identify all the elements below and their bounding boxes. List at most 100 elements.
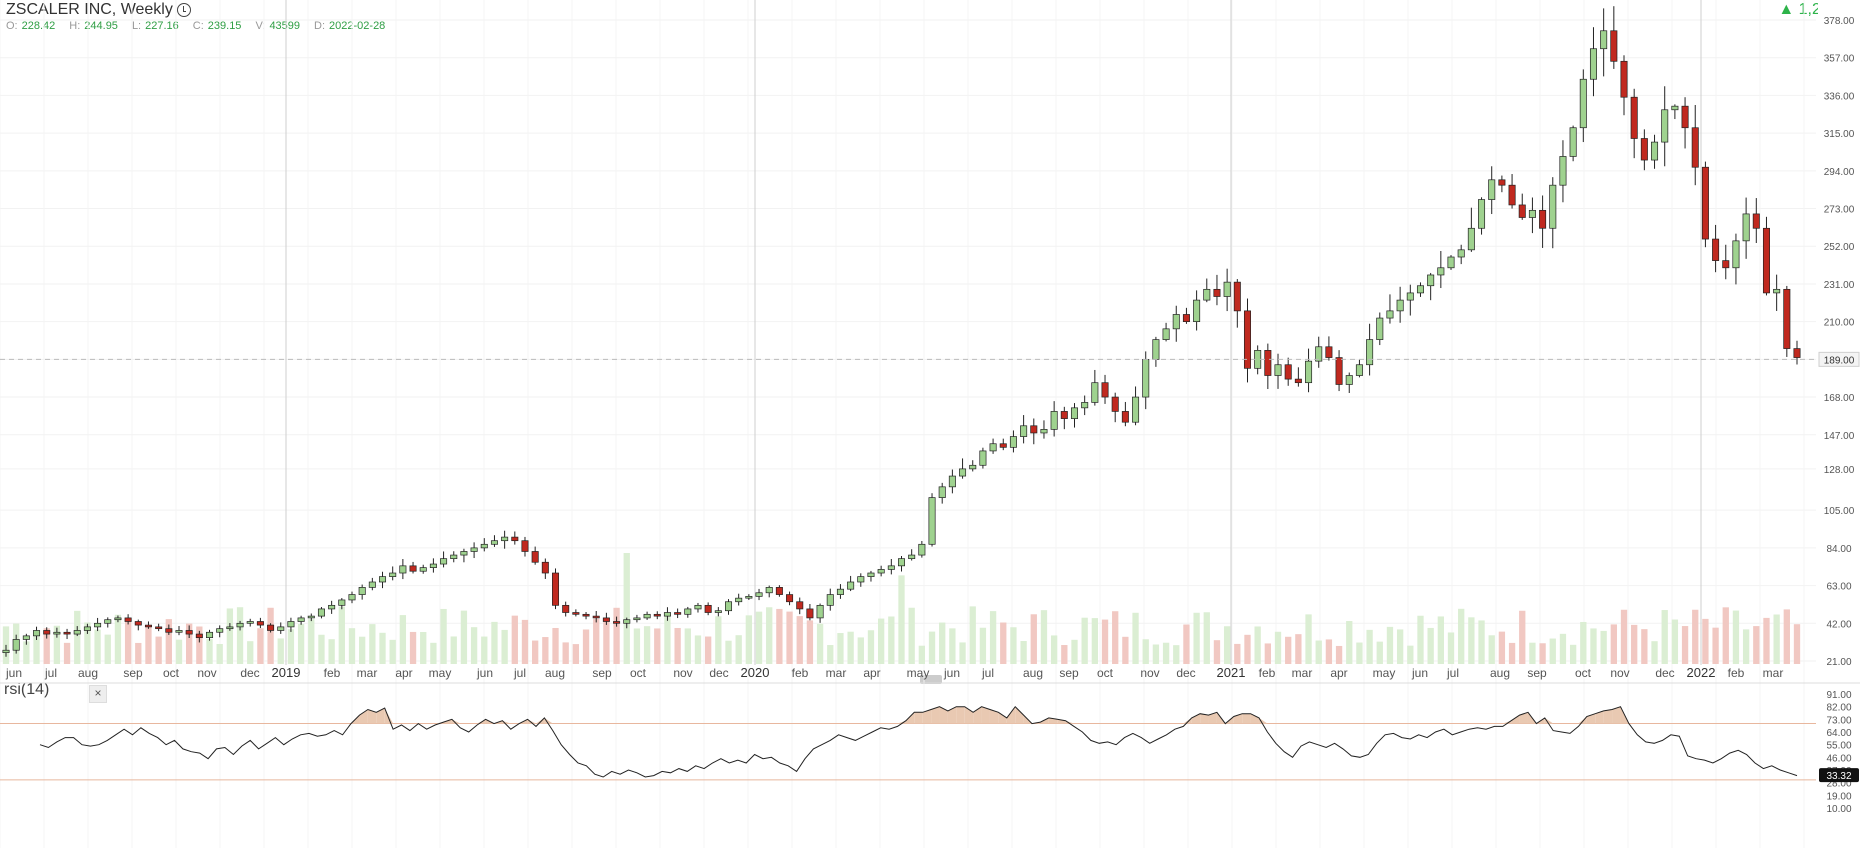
volume-bar <box>74 610 81 664</box>
volume-bar <box>196 626 203 664</box>
x-tick-label: aug <box>545 666 565 680</box>
y-tick-label: 252.00 <box>1824 242 1855 253</box>
volume-bar <box>735 635 742 664</box>
pane-resize-handle[interactable] <box>920 675 942 684</box>
volume-bar <box>1061 645 1068 664</box>
candle <box>379 576 387 583</box>
volume-bar <box>84 622 91 664</box>
volume-bar <box>521 619 529 664</box>
candle <box>623 619 631 624</box>
candle <box>94 622 102 628</box>
x-tick-label: jun <box>5 666 22 680</box>
candle <box>826 594 834 606</box>
x-tick-label: mar <box>826 666 847 680</box>
volume-bar <box>226 608 234 664</box>
candle <box>287 621 295 628</box>
volume-bar <box>1651 641 1658 664</box>
y-tick-label: 42.00 <box>1826 619 1851 630</box>
rsi-overbought-fill <box>914 712 923 724</box>
candle <box>613 621 621 624</box>
candle <box>216 628 224 633</box>
volume-bar <box>1732 610 1740 664</box>
volume-bar <box>654 628 661 664</box>
candle <box>1101 382 1109 398</box>
rsi-y-tick-label: 73.00 <box>1826 715 1851 726</box>
candle <box>1620 60 1628 98</box>
x-tick-label: sep <box>592 666 612 680</box>
volume-bar <box>389 639 396 664</box>
y-tick-label: 168.00 <box>1824 393 1855 404</box>
x-tick-label: dec <box>709 666 728 680</box>
x-tick-label: nov <box>673 666 692 680</box>
volume-bar <box>1478 620 1485 664</box>
volume-bar <box>969 606 976 664</box>
volume-bar <box>124 619 132 664</box>
candle <box>175 630 183 633</box>
y-tick-label: 336.00 <box>1824 91 1855 102</box>
candle <box>1488 179 1496 200</box>
volume-bar <box>1122 636 1129 664</box>
candle <box>1691 127 1699 168</box>
x-tick-label: feb <box>324 666 341 680</box>
volume-bar <box>694 635 702 664</box>
candle <box>531 551 539 563</box>
close-icon[interactable]: × <box>89 685 107 703</box>
y-tick-label: 294.00 <box>1824 167 1855 178</box>
rsi-overbought-fill <box>897 720 906 724</box>
candle <box>918 543 926 556</box>
rsi-overbought-fill <box>1612 706 1621 724</box>
ohlc-readout: O: 228.42 H: 244.95 L: 227.16 C: 239.15 V: 43599 D… <box>6 20 399 32</box>
volume-bar <box>1722 607 1729 664</box>
volume-bar <box>43 628 50 664</box>
x-tick-label: mar <box>357 666 378 680</box>
rsi-overbought-fill <box>477 719 486 724</box>
volume-bar <box>979 627 987 664</box>
x-tick-label: dec <box>240 666 259 680</box>
volume-bar <box>1681 626 1689 664</box>
chart-title[interactable]: ZSCALER INC, Weekly <box>6 1 191 19</box>
candle <box>653 613 661 617</box>
candle <box>1152 339 1160 360</box>
volume-bar <box>1712 627 1719 664</box>
volume-bar <box>328 639 335 664</box>
candle <box>206 631 214 639</box>
volume-bar <box>1274 631 1282 664</box>
volume-bar <box>1407 645 1414 664</box>
candle <box>1030 425 1038 434</box>
candle <box>43 630 51 635</box>
x-tick-label: oct <box>1575 666 1592 680</box>
candle <box>1651 141 1659 161</box>
volume-bar <box>542 637 549 664</box>
volume-bar <box>1183 624 1190 664</box>
candle <box>857 576 865 583</box>
rsi-overbought-fill <box>1511 715 1520 724</box>
ohlc-key: O: <box>6 20 18 32</box>
x-tick-label: jun <box>476 666 493 680</box>
x-tick-label: mar <box>1763 666 1784 680</box>
candle <box>399 565 407 574</box>
volume-bar <box>257 628 264 664</box>
x-tick-label: may <box>907 666 930 680</box>
candle <box>1457 249 1465 258</box>
candle <box>1518 204 1526 218</box>
volume-bar <box>1590 628 1597 664</box>
candle <box>1233 281 1241 312</box>
volume-bar <box>888 616 895 664</box>
candle <box>1528 209 1536 218</box>
volume-bar <box>1519 610 1526 664</box>
candle <box>735 597 743 603</box>
candle <box>1274 364 1282 376</box>
volume-bar <box>949 628 956 664</box>
volume-bar <box>1753 626 1760 664</box>
volume-bar <box>1641 629 1648 664</box>
x-tick-label: jun <box>1411 666 1428 680</box>
volume-bar <box>1610 624 1617 664</box>
volume-bar <box>450 636 457 664</box>
candle <box>144 624 152 628</box>
candle <box>1630 96 1638 139</box>
volume-bar <box>460 610 468 664</box>
y-tick-label: 128.00 <box>1824 465 1855 476</box>
volume-bar <box>1101 619 1109 664</box>
clock-icon[interactable] <box>176 3 191 17</box>
